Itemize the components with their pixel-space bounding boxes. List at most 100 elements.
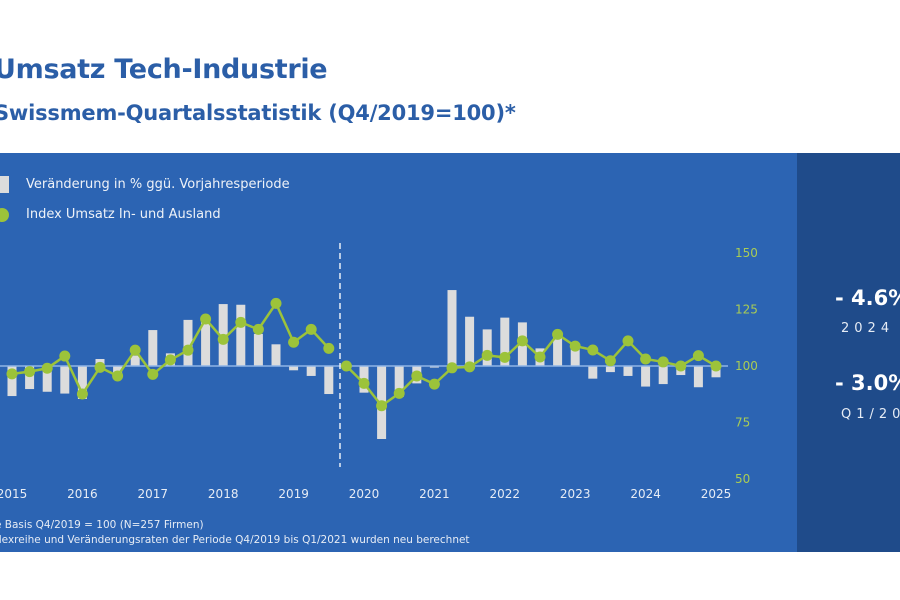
bar [482, 329, 492, 366]
bar [148, 330, 158, 366]
index-point [587, 344, 599, 356]
x-tick-label: 2020 [349, 487, 380, 501]
x-tick-label: 2015 [0, 487, 27, 501]
bar [711, 366, 721, 378]
index-point [569, 340, 581, 352]
kpi-label-q1: Q1/2025 [841, 407, 900, 422]
bar [465, 316, 475, 366]
bar [289, 366, 299, 371]
index-line [11, 300, 330, 397]
page-subtitle: Swissmem-Quartalsstatistik (Q4/2019=100)… [0, 101, 516, 125]
index-point [622, 335, 634, 347]
index-point [270, 297, 282, 309]
index-line [345, 332, 717, 408]
bar [42, 366, 52, 392]
index-point [657, 356, 669, 368]
footnote-1: e Basis Q4/2019 = 100 (N=257 Firmen) [0, 519, 204, 531]
x-tick-label: 2019 [278, 487, 309, 501]
x-tick-label: 2025 [701, 487, 732, 501]
bar [588, 366, 598, 379]
legend-line-swatch [0, 208, 9, 222]
index-point [499, 351, 511, 363]
y-tick-label: 100 [735, 359, 758, 373]
bar [500, 317, 510, 366]
index-point [129, 344, 141, 356]
bar [693, 366, 703, 388]
bar [271, 344, 281, 366]
bar [306, 366, 316, 376]
index-point [710, 360, 722, 372]
x-tick-label: 2023 [560, 487, 591, 501]
kpi-value-q1: - 3.0% [835, 371, 900, 395]
index-point [411, 370, 423, 382]
index-point [252, 323, 264, 335]
kpi-label-2024: 2024 [841, 321, 895, 336]
bar [77, 366, 87, 399]
index-point [41, 362, 53, 374]
bar [658, 366, 668, 385]
index-point [164, 354, 176, 366]
bar [623, 366, 633, 376]
index-point [200, 313, 212, 325]
index-point [534, 351, 546, 363]
index-point [340, 360, 352, 372]
kpi-panel: - 4.6% 2024 - 3.0% Q1/2025 [797, 153, 900, 552]
index-point [464, 361, 476, 373]
x-tick-label: 2024 [630, 487, 661, 501]
index-point [393, 387, 405, 399]
bar [570, 349, 580, 366]
index-point [182, 344, 194, 356]
index-point [217, 333, 229, 345]
index-point [516, 335, 528, 347]
index-point [446, 362, 458, 374]
kpi-value-2024: - 4.6% [835, 286, 900, 310]
index-point [692, 350, 704, 362]
bar [447, 290, 457, 366]
bar [201, 317, 211, 366]
index-point [481, 349, 493, 361]
x-tick-label: 2016 [67, 487, 98, 501]
bar [324, 366, 334, 395]
index-point [604, 355, 616, 367]
bar [641, 366, 651, 387]
page-title: Umsatz Tech-Industrie [0, 54, 328, 85]
bar [60, 366, 70, 394]
index-point [147, 368, 159, 380]
index-point [675, 360, 687, 372]
index-point [376, 400, 388, 412]
x-tick-label: 2022 [490, 487, 521, 501]
index-point [323, 342, 335, 354]
legend-bars: Veränderung in % ggü. Vorjahresperiode [26, 177, 290, 192]
index-point [552, 328, 564, 340]
y-tick-label: 75 [735, 416, 750, 430]
chart-svg: 150 125 100 75 50 2015 2016 2017 2018 2019 2020 202… [0, 243, 758, 501]
index-point [288, 336, 300, 348]
index-point [428, 378, 440, 390]
bar [394, 366, 404, 397]
legend-line: Index Umsatz In- und Ausland [26, 207, 221, 222]
y-tick-label: 150 [735, 246, 758, 260]
bar [130, 355, 140, 366]
bar [605, 366, 615, 373]
bar [253, 333, 263, 366]
index-point [76, 388, 88, 400]
x-tick-label: 2021 [419, 487, 450, 501]
bar [429, 366, 439, 368]
index-point [235, 316, 247, 328]
index-point [305, 323, 317, 335]
legend-bar-swatch [0, 176, 9, 193]
bar [553, 333, 563, 366]
x-tick-label: 2018 [208, 487, 239, 501]
bar [25, 366, 35, 390]
index-point [112, 370, 124, 382]
footnote-2: dexreihe und Veränderungsraten der Perio… [0, 534, 470, 546]
bar [236, 304, 246, 366]
index-point [6, 368, 18, 380]
index-point [24, 366, 36, 378]
x-tick-label: 2017 [138, 487, 169, 501]
bar [183, 319, 193, 366]
index-point [358, 377, 370, 389]
y-tick-label: 50 [735, 472, 750, 486]
index-point [640, 353, 652, 365]
bar [7, 366, 17, 397]
